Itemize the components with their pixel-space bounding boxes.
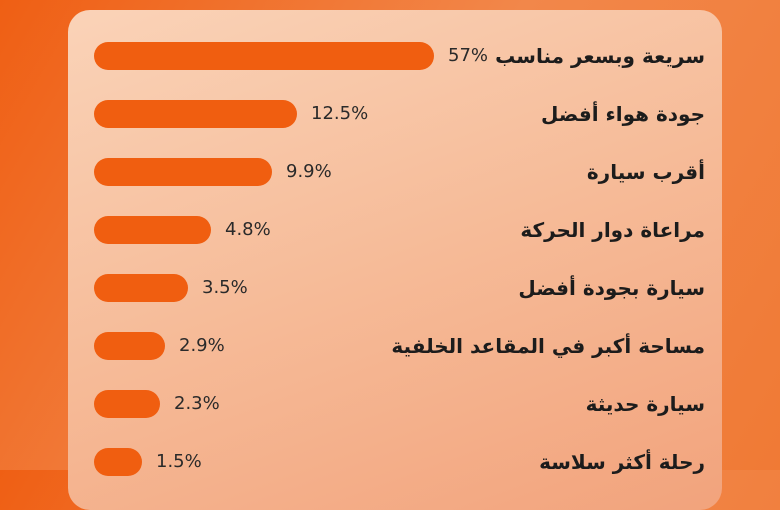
category-label: رحلة أكثر سلاسة <box>539 450 705 474</box>
bar <box>94 274 188 302</box>
bar-row: 4.8% مراعاة دوار الحركة <box>0 215 780 245</box>
category-label: جودة هواء أفضل <box>541 102 705 126</box>
bar-row: 3.5% سيارة بجودة أفضل <box>0 273 780 303</box>
value-label: 3.5% <box>202 277 248 298</box>
bar <box>94 100 297 128</box>
category-label: مساحة أكبر في المقاعد الخلفية <box>391 334 705 358</box>
category-label: سريعة وبسعر مناسب <box>495 44 705 68</box>
bar <box>94 42 434 70</box>
value-label: 57% <box>448 45 489 66</box>
value-label: 2.3% <box>174 393 220 414</box>
value-label: 1.5% <box>156 451 202 472</box>
value-label: 2.9% <box>179 335 225 356</box>
category-label: سيارة بجودة أفضل <box>518 276 705 300</box>
category-label: سيارة حديثة <box>585 392 705 416</box>
category-label: أقرب سيارة <box>586 160 705 184</box>
chart-card <box>68 10 722 510</box>
value-label: 4.8% <box>225 219 271 240</box>
bar-row: 2.9% مساحة أكبر في المقاعد الخلفية <box>0 331 780 361</box>
bar-row: 12.5% جودة هواء أفضل <box>0 99 780 129</box>
bar <box>94 216 211 244</box>
bar-row: 1.5% رحلة أكثر سلاسة <box>0 447 780 477</box>
bar <box>94 448 142 476</box>
bar-row: 9.9% أقرب سيارة <box>0 157 780 187</box>
bar <box>94 390 160 418</box>
bar-row: 57% سريعة وبسعر مناسب <box>0 41 780 71</box>
category-label: مراعاة دوار الحركة <box>520 218 705 242</box>
value-label: 9.9% <box>286 161 332 182</box>
bar <box>94 158 272 186</box>
bar <box>94 332 165 360</box>
value-label: 12.5% <box>311 103 369 124</box>
bar-row: 2.3% سيارة حديثة <box>0 389 780 419</box>
